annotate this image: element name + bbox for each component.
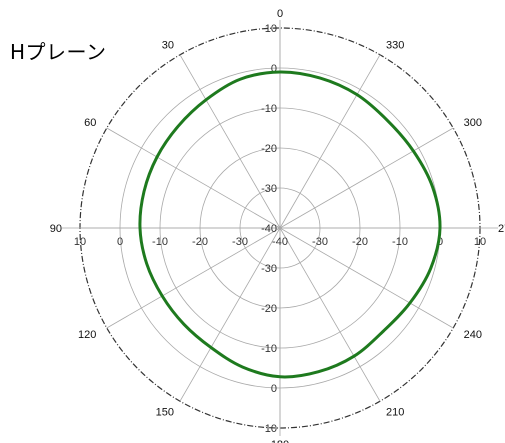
radial-spoke bbox=[279, 227, 454, 329]
radial-tick-label-right: -20 bbox=[352, 236, 368, 248]
radial-tick-label-right: -30 bbox=[312, 236, 328, 248]
radial-tick-label-left: 10 bbox=[74, 236, 86, 248]
radial-spoke bbox=[179, 54, 281, 229]
radial-tick-label-top: -20 bbox=[261, 143, 277, 155]
radial-tick-label-top: 10 bbox=[265, 23, 277, 35]
angle-label: 30 bbox=[162, 39, 174, 51]
angle-label: 210 bbox=[386, 407, 404, 419]
angle-label: 180 bbox=[271, 439, 289, 443]
pattern-series-line bbox=[138, 70, 442, 379]
radial-tick-label-top: -10 bbox=[261, 103, 277, 115]
radial-spoke bbox=[179, 227, 281, 402]
angle-label: 150 bbox=[156, 407, 174, 419]
angle-label: 300 bbox=[464, 117, 482, 129]
radial-spoke bbox=[106, 227, 281, 329]
radial-tick-label-left: -30 bbox=[232, 236, 248, 248]
radial-tick-label-right: 10 bbox=[474, 236, 486, 248]
angle-label: 270 bbox=[498, 223, 505, 235]
angle-label: 330 bbox=[386, 39, 404, 51]
angle-label: 90 bbox=[50, 223, 62, 235]
angle-label: 240 bbox=[464, 329, 482, 341]
radial-tick-label-bottom: 0 bbox=[271, 383, 277, 395]
radial-tick-label-top: -30 bbox=[261, 183, 277, 195]
angle-label: 60 bbox=[84, 117, 96, 129]
radial-tick-label-bottom: -10 bbox=[261, 343, 277, 355]
radial-tick-label-bottom: 10 bbox=[265, 423, 277, 435]
radial-spoke bbox=[279, 227, 381, 402]
radial-tick-label-left: -20 bbox=[192, 236, 208, 248]
chart-title: Hプレーン bbox=[10, 40, 107, 64]
radial-tick-label-right: -10 bbox=[392, 236, 408, 248]
radial-tick-label-left: 0 bbox=[117, 236, 123, 248]
radial-tick-label-top: 0 bbox=[271, 63, 277, 75]
angle-label: 120 bbox=[78, 329, 96, 341]
radial-tick-label-top: -40 bbox=[261, 223, 277, 235]
radial-tick-label-bottom: -20 bbox=[261, 303, 277, 315]
radial-spoke bbox=[279, 127, 454, 229]
radial-spoke bbox=[106, 127, 281, 229]
radial-tick-label-left: -10 bbox=[152, 236, 168, 248]
radial-tick-label-bottom: -30 bbox=[261, 263, 277, 275]
angle-label: 0 bbox=[277, 8, 283, 20]
radial-spoke bbox=[279, 54, 381, 229]
radial-tick-label-right: -40 bbox=[272, 236, 288, 248]
